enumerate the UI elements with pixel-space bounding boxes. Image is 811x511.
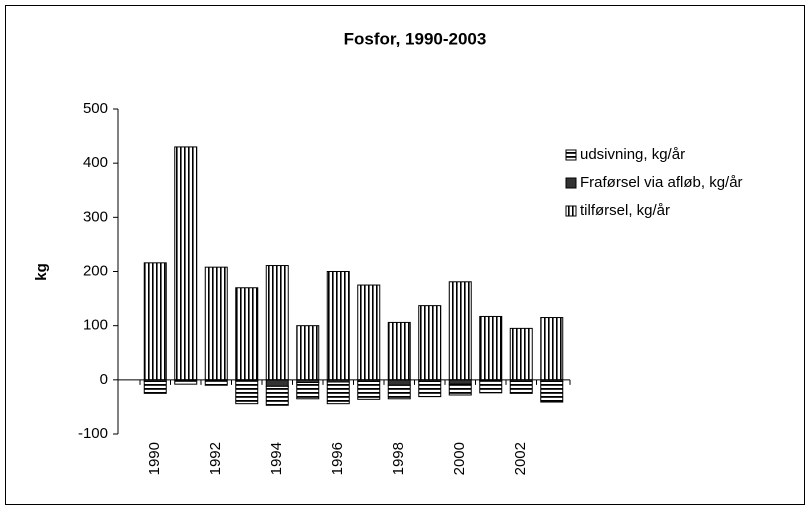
bar — [326, 381, 350, 405]
bar — [265, 265, 289, 381]
bar — [540, 380, 564, 403]
x-tick-group: 1992 — [207, 442, 224, 475]
bar — [387, 384, 411, 400]
bar — [204, 266, 228, 381]
legend-swatch — [565, 205, 577, 217]
x-tick-group: 2002 — [512, 442, 529, 475]
y-tick-label: 200 — [83, 262, 108, 279]
y-tick-label: -100 — [78, 425, 108, 442]
x-tick-label: 1990 — [146, 442, 163, 475]
chart-frame — [5, 5, 805, 505]
x-tick-label: 1992 — [207, 442, 224, 475]
bar — [479, 315, 503, 381]
bar — [143, 262, 167, 381]
bar — [357, 284, 381, 381]
y-tick-label: 400 — [83, 154, 108, 171]
bar — [540, 317, 564, 381]
bar — [296, 325, 320, 381]
bar — [387, 321, 411, 381]
x-tick-label: 1996 — [329, 442, 346, 475]
bar — [448, 383, 472, 396]
bar — [326, 271, 350, 381]
bar — [387, 379, 411, 386]
legend-swatch — [565, 177, 577, 189]
x-tick-group: 2000 — [451, 442, 468, 475]
y-axis-label: kg — [33, 263, 50, 281]
bar — [418, 380, 442, 398]
x-tick-label: 1994 — [268, 442, 285, 475]
bar — [418, 305, 442, 381]
y-tick-label: 500 — [83, 100, 108, 117]
bar — [265, 379, 289, 387]
legend-label: tilførsel, kg/år — [580, 202, 670, 219]
bar — [509, 380, 533, 394]
x-tick-group: 1994 — [268, 442, 285, 475]
bar — [265, 385, 289, 406]
y-tick-label: 0 — [100, 371, 108, 388]
x-tick-label: 1998 — [390, 442, 407, 475]
bar — [509, 327, 533, 381]
bar — [448, 281, 472, 381]
bar — [448, 379, 472, 385]
x-tick-label: 2002 — [512, 442, 529, 475]
x-tick-group: 1996 — [329, 442, 346, 475]
bar — [143, 380, 167, 394]
bar — [174, 146, 198, 381]
legend-label: udsivning, kg/år — [580, 146, 685, 163]
bar — [296, 382, 320, 400]
legend-label: Fraførsel via afløb, kg/år — [580, 174, 743, 191]
y-tick-label: 300 — [83, 208, 108, 225]
y-tick-label: 100 — [83, 317, 108, 334]
bar — [204, 379, 228, 386]
bar — [235, 287, 259, 381]
bar — [174, 379, 198, 385]
x-tick-label: 2000 — [451, 442, 468, 475]
x-tick-group: 1998 — [390, 442, 407, 475]
x-tick-group: 1990 — [146, 442, 163, 475]
bar — [357, 380, 381, 400]
bar — [235, 380, 259, 405]
bar — [479, 380, 503, 394]
chart-title: Fosfor, 1990-2003 — [344, 29, 487, 48]
legend-swatch — [565, 149, 577, 161]
